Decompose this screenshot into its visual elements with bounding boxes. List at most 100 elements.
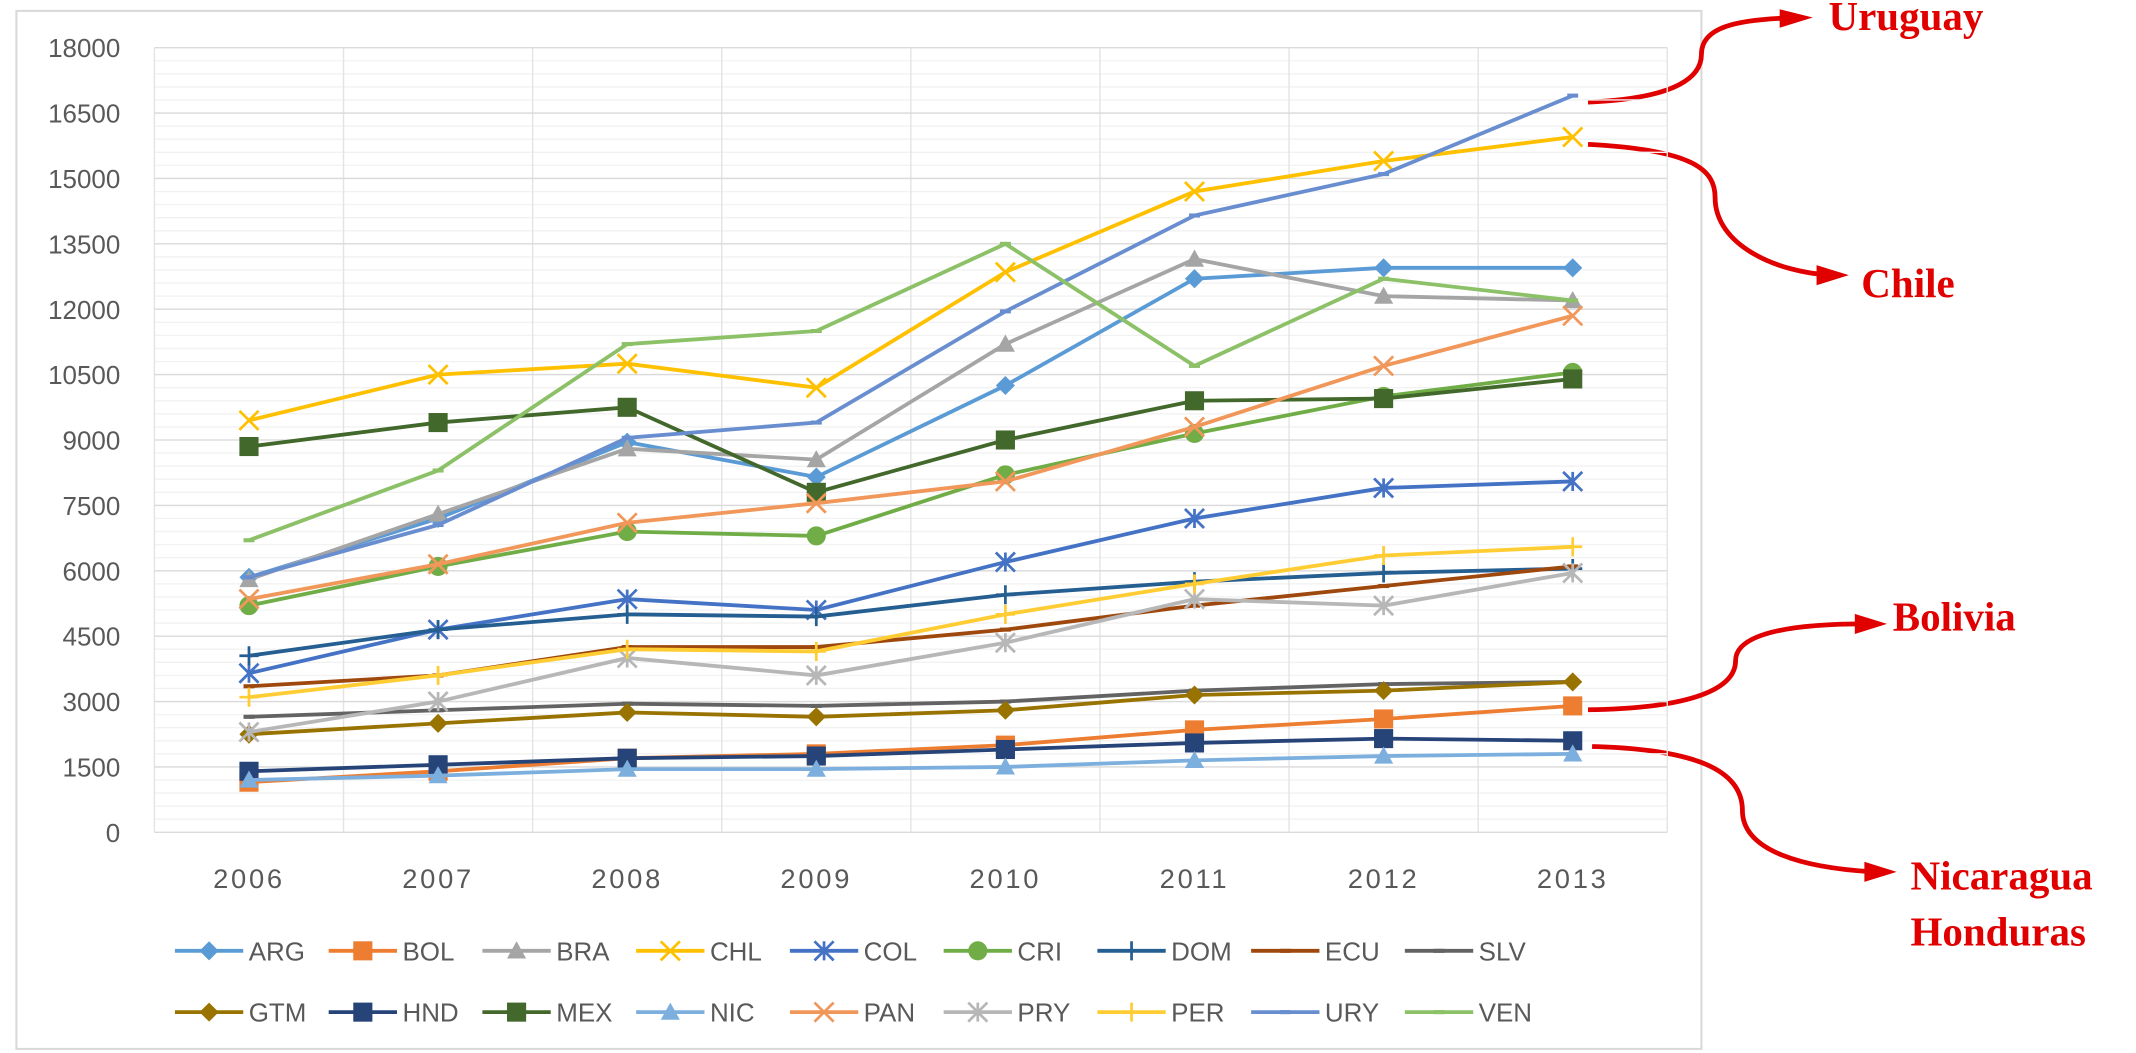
- series-line: [248, 479, 1573, 676]
- legend-item: NIC: [636, 1000, 755, 1028]
- series-line: [248, 544, 1573, 700]
- marker: [995, 585, 1015, 605]
- marker: [1374, 746, 1394, 764]
- marker: [427, 553, 449, 575]
- marker: [995, 604, 1015, 624]
- marker: [806, 759, 826, 777]
- marker: [238, 409, 260, 431]
- marker: [1563, 369, 1583, 389]
- legend-item: CHL: [636, 938, 762, 966]
- y-tick-label: 15000: [48, 166, 120, 194]
- annotation: Chile: [1861, 261, 1954, 306]
- marker: [427, 364, 449, 386]
- marker: [428, 665, 448, 685]
- legend-label: CRI: [1017, 938, 1062, 966]
- marker: [507, 941, 527, 959]
- marker: [806, 526, 826, 546]
- series-line: [248, 377, 1573, 495]
- legend-label: SLV: [1479, 938, 1527, 966]
- series-line: [248, 135, 1573, 423]
- marker: [1378, 276, 1390, 281]
- marker: [617, 702, 637, 722]
- series: [239, 729, 1583, 781]
- series: [239, 537, 1583, 707]
- marker: [995, 375, 1015, 396]
- legend-label: MEX: [556, 1000, 612, 1028]
- series-line: [248, 566, 1573, 658]
- annotation-arrows: [1587, 9, 1897, 882]
- marker: [810, 703, 822, 708]
- annotation: Uruguay: [1829, 0, 1984, 39]
- marker: [428, 713, 448, 733]
- legend-label: GTM: [249, 1000, 307, 1028]
- series-line: [248, 257, 1573, 582]
- marker: [243, 714, 255, 719]
- marker: [806, 641, 826, 661]
- series: [243, 93, 1579, 580]
- marker: [1378, 583, 1390, 589]
- legend-label: HND: [402, 1000, 458, 1028]
- series-line: [248, 265, 1573, 580]
- legend-label: ARG: [249, 938, 305, 966]
- marker: [617, 759, 637, 777]
- marker: [1374, 389, 1394, 409]
- arrow: [1592, 744, 1873, 875]
- marker: [999, 241, 1011, 246]
- marker: [806, 746, 826, 766]
- marker: [353, 1002, 373, 1022]
- marker: [1562, 305, 1584, 327]
- marker: [968, 941, 988, 961]
- marker: [621, 342, 633, 347]
- marker: [428, 766, 448, 784]
- annotation: Nicaragua: [1911, 854, 2093, 899]
- x-tick-label: 2007: [402, 863, 474, 894]
- y-tick-label: 10500: [48, 362, 120, 390]
- marker: [1563, 258, 1583, 278]
- marker: [1433, 1010, 1445, 1015]
- marker: [1567, 93, 1579, 98]
- marker: [1378, 172, 1390, 177]
- legend-item: URY: [1251, 1000, 1379, 1028]
- legend-label: CHL: [710, 938, 762, 966]
- grid: [153, 46, 1668, 834]
- legend-item: COL: [789, 938, 917, 966]
- marker: [616, 353, 638, 375]
- marker: [1563, 672, 1583, 692]
- marker: [806, 482, 826, 502]
- marker: [617, 397, 637, 417]
- marker: [428, 413, 448, 433]
- marker: [1373, 595, 1395, 617]
- marker: [967, 1001, 989, 1023]
- marker: [1184, 269, 1205, 289]
- x-tick-label: 2006: [213, 863, 285, 894]
- y-tick-label: 4500: [63, 624, 121, 652]
- x-tick-label: 2011: [1160, 863, 1230, 894]
- y-tick-label: 9000: [63, 428, 121, 456]
- marker: [428, 504, 448, 522]
- annotation: Bolivia: [1893, 595, 2016, 640]
- legend-label: PRY: [1017, 1000, 1070, 1028]
- marker: [1184, 574, 1205, 594]
- legend-item: CRI: [943, 938, 1062, 966]
- marker: [659, 940, 681, 962]
- arrowhead: [1816, 265, 1849, 286]
- marker: [1562, 126, 1584, 148]
- legend-label: PAN: [864, 1000, 915, 1028]
- series: [239, 744, 1583, 788]
- legend-item: DOM: [1097, 938, 1232, 966]
- legend-item: ECU: [1251, 938, 1380, 966]
- series-line: [248, 241, 1573, 543]
- legend-item: HND: [328, 1000, 459, 1028]
- marker: [1183, 507, 1206, 529]
- marker: [432, 468, 444, 473]
- x-tick-label: 2010: [970, 863, 1042, 894]
- marker: [994, 261, 1016, 283]
- marker: [1373, 355, 1395, 377]
- marker: [806, 450, 826, 468]
- x-tick-label: 2012: [1348, 863, 1420, 894]
- marker: [507, 1002, 527, 1022]
- legend-item: BOL: [328, 938, 454, 966]
- legend-label: URY: [1325, 1000, 1379, 1028]
- marker: [239, 687, 259, 707]
